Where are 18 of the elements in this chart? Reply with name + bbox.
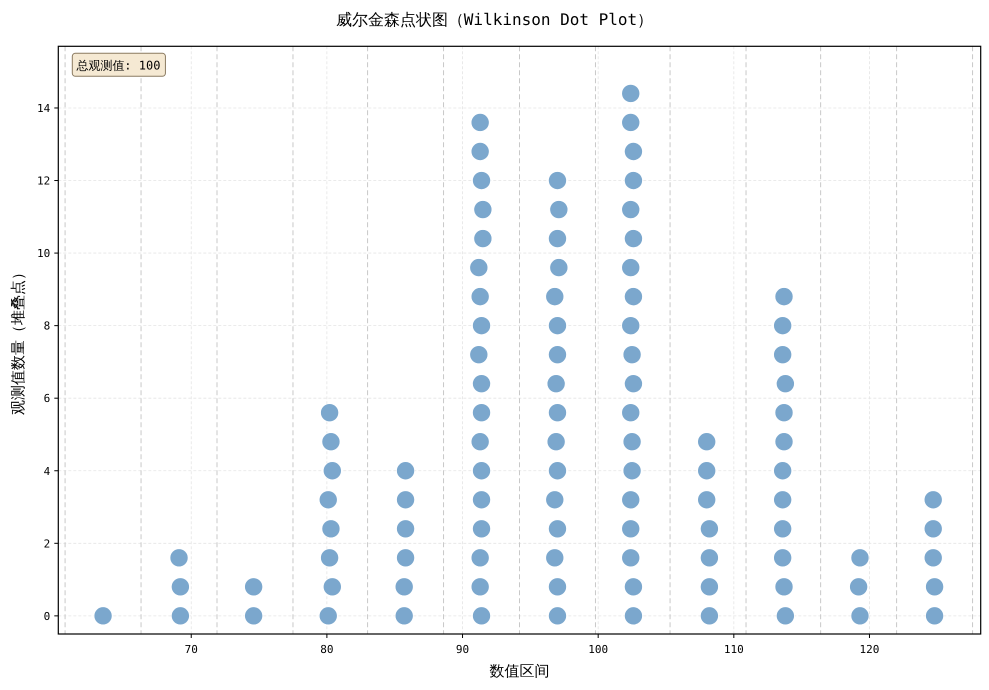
chart-title: 威尔金森点状图（Wilkinson Dot Plot）: [336, 10, 654, 29]
x-tick-label: 90: [456, 643, 470, 656]
x-axis-title: 数值区间: [490, 662, 550, 680]
y-tick-label: 0: [44, 610, 50, 623]
y-tick-label: 10: [37, 247, 50, 260]
y-tick-label: 4: [44, 464, 51, 478]
y-tick-label: 12: [37, 174, 50, 188]
y-axis-title: 观测值数量（堆叠点）: [9, 265, 27, 416]
y-tick-label: 2: [44, 537, 50, 550]
annotation: 总观测值: 100: [75, 58, 160, 72]
y-tick-label: 14: [37, 102, 51, 115]
x-tick-label: 100: [588, 643, 608, 656]
x-tick-label: 120: [860, 643, 880, 656]
x-tick-label: 110: [724, 643, 744, 656]
x-tick-label: 80: [320, 643, 334, 656]
x-tick-label: 70: [184, 643, 198, 656]
y-tick-label: 8: [44, 320, 50, 333]
y-tick-label: 6: [44, 392, 50, 406]
